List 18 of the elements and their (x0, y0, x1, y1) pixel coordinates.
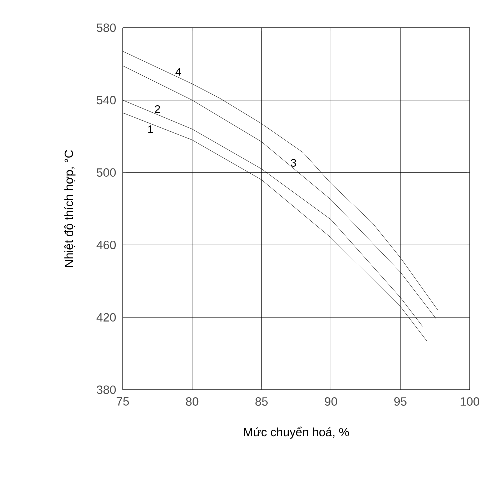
y-tick-label: 500 (97, 168, 116, 178)
y-tick-label: 540 (97, 96, 116, 105)
y-tick-label: 580 (97, 24, 116, 32)
series-label: 3 (291, 159, 296, 167)
x-tick-label: 80 (186, 398, 199, 406)
x-tick-label: 85 (256, 398, 268, 406)
series-label: 4 (176, 68, 182, 76)
x-tick-label: 95 (394, 398, 407, 406)
x-tick-label: 75 (116, 398, 130, 406)
series-label: 1 (148, 126, 154, 134)
y-axis-title: Nhiệt độ thích hợp, °C (64, 150, 76, 268)
series-label: 2 (155, 106, 160, 114)
y-tick-label: 420 (96, 313, 116, 322)
x-tick-label: 100 (460, 398, 480, 406)
x-axis-title: Mức chuyển hoá, % (244, 426, 350, 439)
x-tick-label: 90 (325, 398, 338, 406)
y-tick-label: 460 (96, 240, 116, 250)
y-tick-label: 380 (96, 386, 116, 394)
